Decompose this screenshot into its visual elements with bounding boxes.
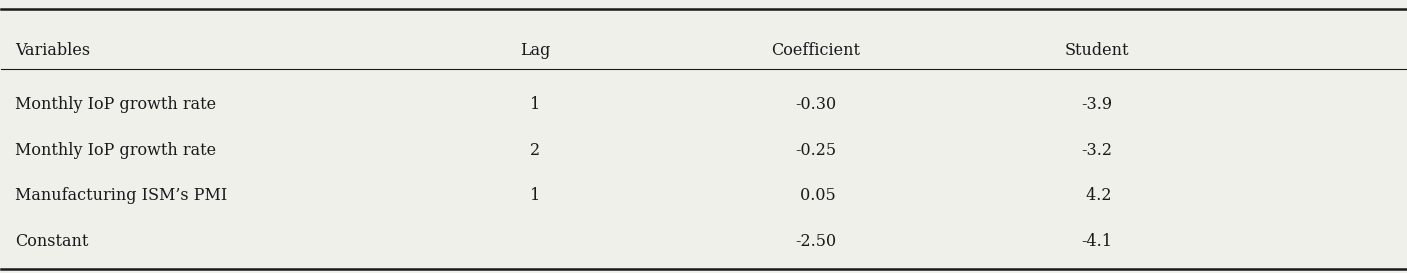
Text: 1: 1 [530, 96, 540, 112]
Text: Coefficient: Coefficient [771, 41, 860, 58]
Text: Lag: Lag [519, 41, 550, 58]
Text: -0.30: -0.30 [795, 96, 836, 112]
Text: -3.9: -3.9 [1081, 96, 1113, 112]
Text: -2.50: -2.50 [795, 233, 836, 250]
Text: Monthly IoP growth rate: Monthly IoP growth rate [15, 96, 217, 112]
Text: Monthly IoP growth rate: Monthly IoP growth rate [15, 141, 217, 159]
Text: Variables: Variables [15, 41, 90, 58]
Text: -0.25: -0.25 [795, 141, 836, 159]
Text: 4.2: 4.2 [1082, 188, 1112, 204]
Text: -3.2: -3.2 [1081, 141, 1112, 159]
Text: Constant: Constant [15, 233, 89, 250]
Text: 2: 2 [530, 141, 540, 159]
Text: -4.1: -4.1 [1081, 233, 1112, 250]
Text: 1: 1 [530, 188, 540, 204]
Text: 0.05: 0.05 [795, 188, 836, 204]
Text: Manufacturing ISM’s PMI: Manufacturing ISM’s PMI [15, 188, 228, 204]
Text: Student: Student [1065, 41, 1128, 58]
